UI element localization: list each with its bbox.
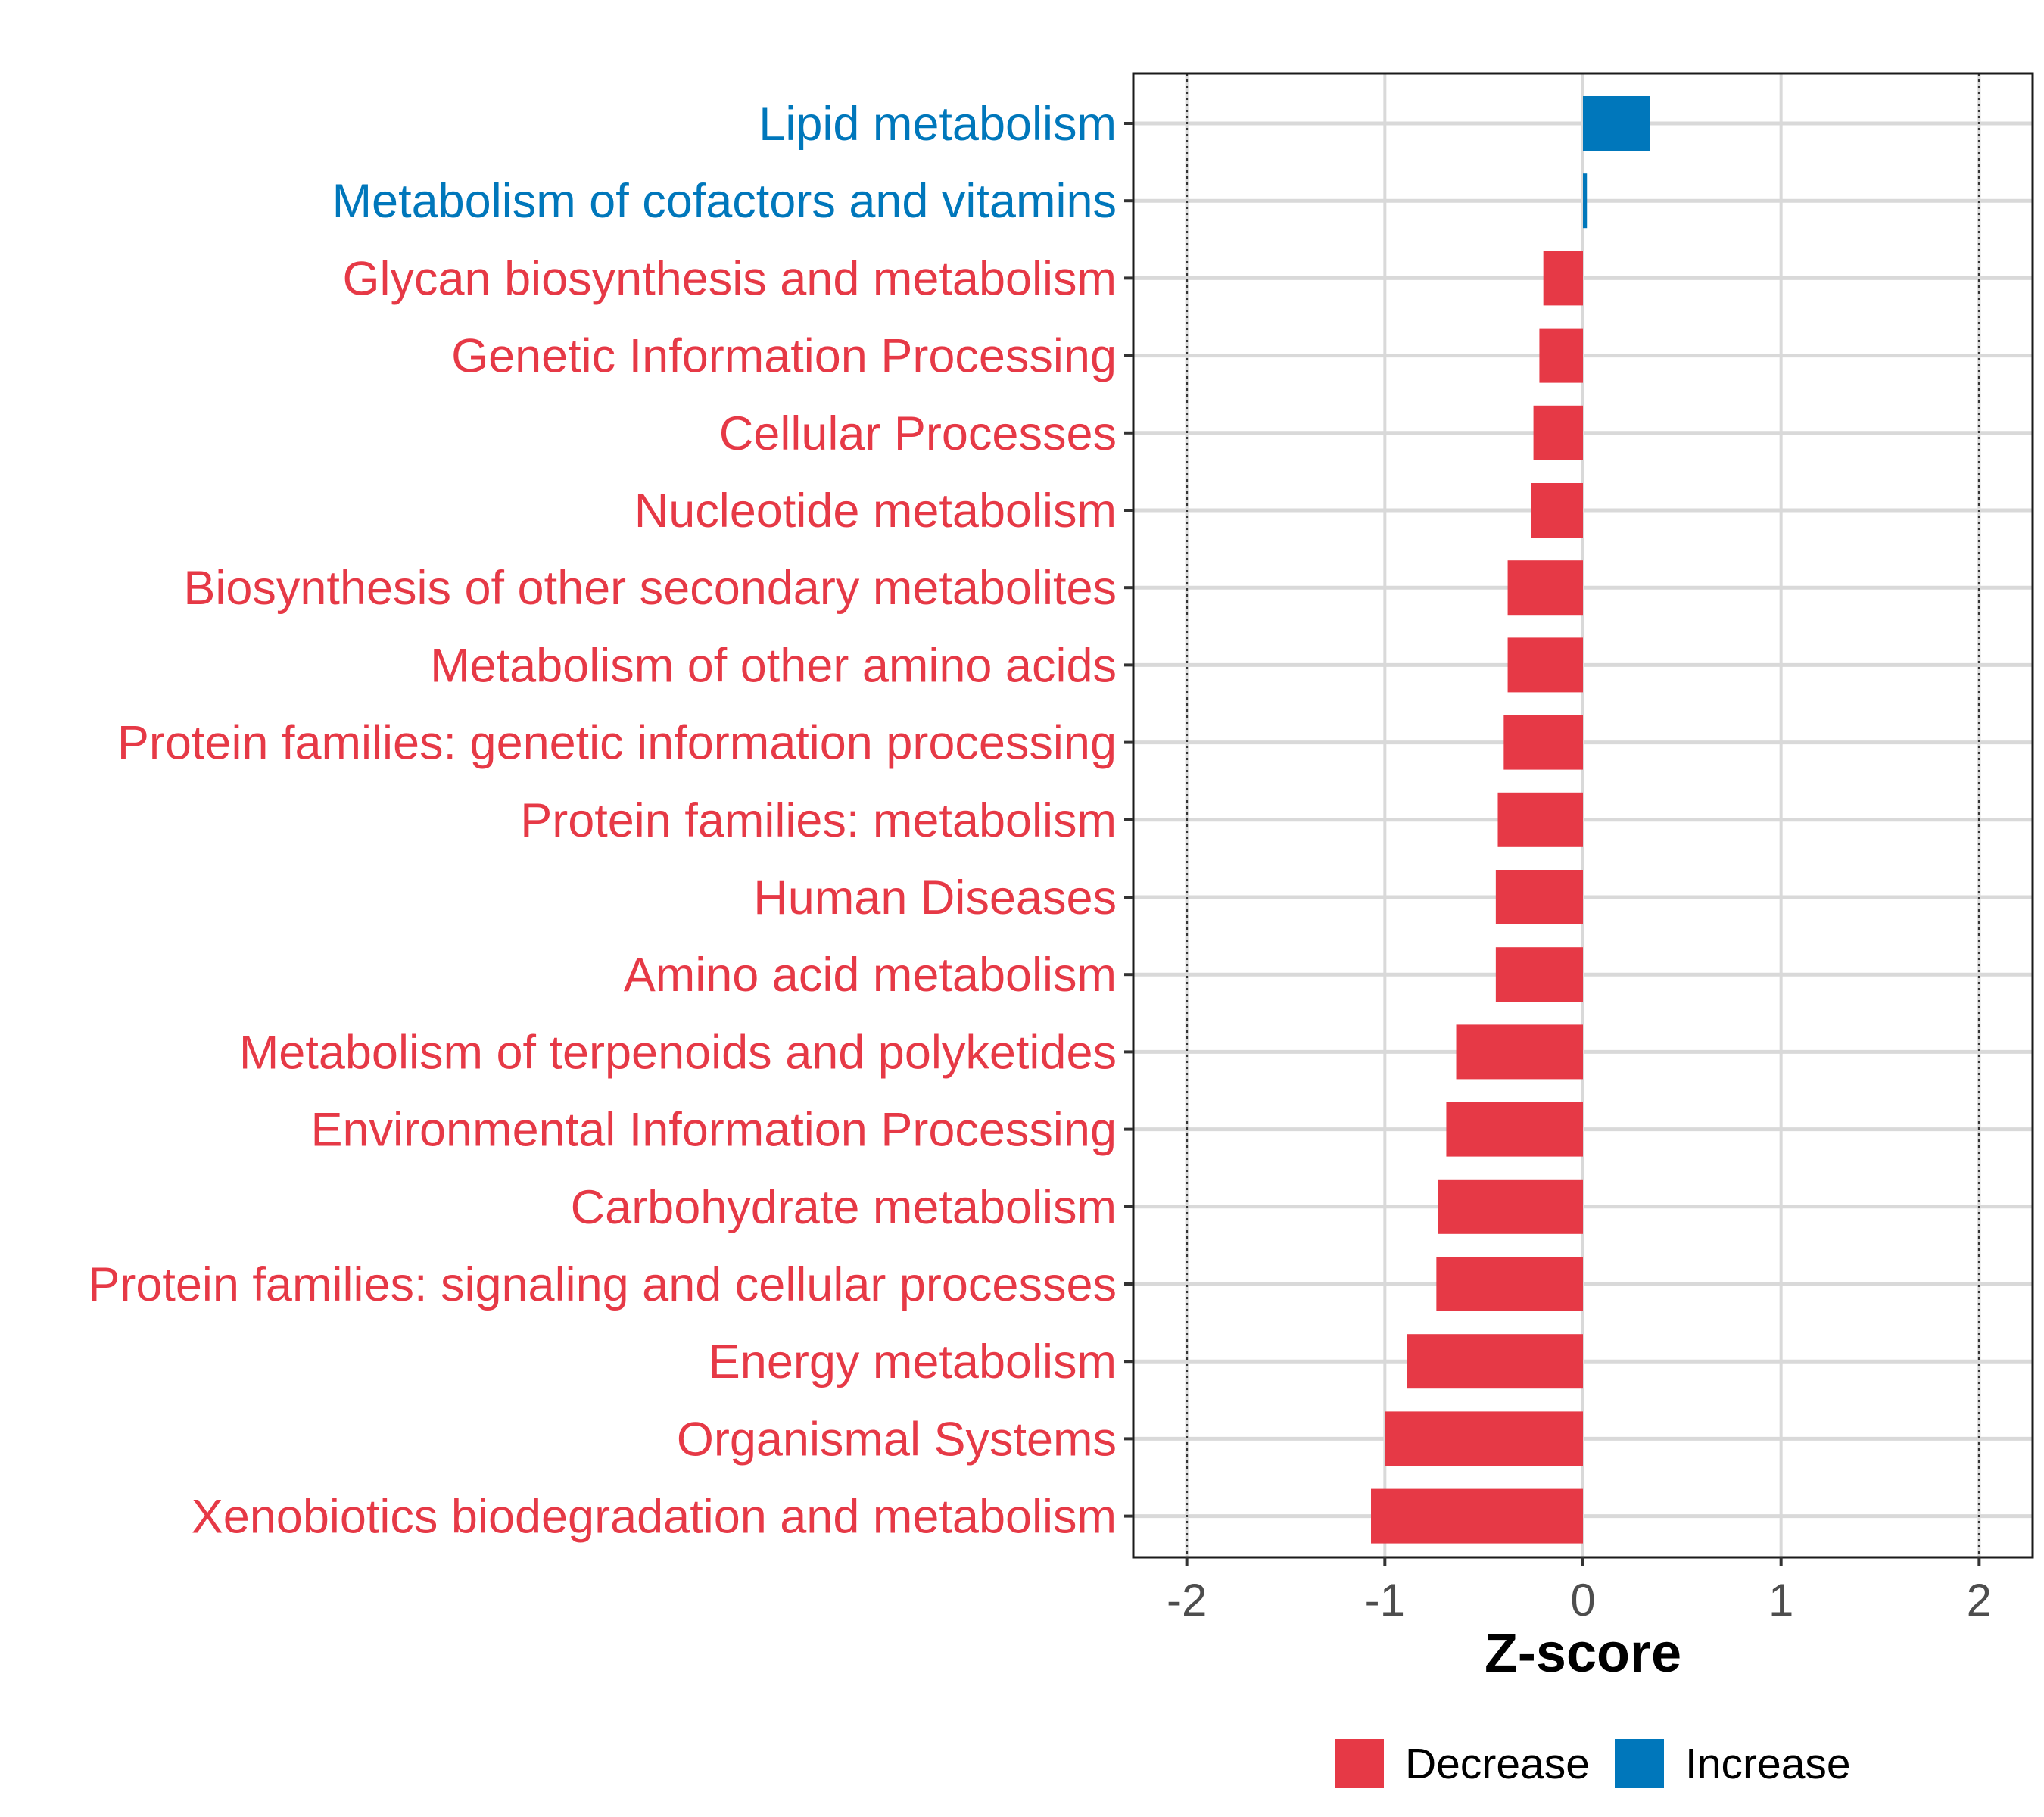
bar — [1438, 1179, 1583, 1234]
category-label: Protein families: genetic information pr… — [117, 717, 1117, 770]
legend-swatch-increase — [1615, 1739, 1664, 1788]
y-axis-ticks — [1124, 122, 1133, 1518]
category-label: Lipid metabolism — [759, 98, 1117, 151]
category-label: Genetic Information Processing — [451, 330, 1117, 383]
x-tick-label: -1 — [1365, 1575, 1405, 1625]
category-label: Metabolism of terpenoids and polyketides — [239, 1026, 1117, 1079]
bar — [1503, 715, 1583, 770]
category-label: Cellular Processes — [719, 407, 1117, 460]
x-tick-label: 1 — [1768, 1575, 1793, 1625]
bars — [1371, 96, 1650, 1544]
bar — [1539, 328, 1583, 383]
bar — [1497, 792, 1583, 847]
bar — [1583, 173, 1588, 229]
legend: Decrease Increase — [1335, 1739, 1851, 1788]
bar — [1385, 1411, 1583, 1466]
bar — [1583, 96, 1650, 151]
category-label: Organismal Systems — [677, 1413, 1117, 1466]
category-label: Environmental Information Processing — [310, 1104, 1117, 1157]
bar — [1495, 870, 1583, 924]
x-tick-label: 2 — [1967, 1575, 1992, 1625]
x-tick-label: 0 — [1570, 1575, 1595, 1625]
legend-label-decrease: Decrease — [1405, 1740, 1590, 1788]
legend-label-increase: Increase — [1685, 1740, 1851, 1788]
category-label: Carbohydrate metabolism — [571, 1181, 1117, 1234]
bar — [1407, 1334, 1583, 1389]
category-label: Biosynthesis of other secondary metaboli… — [183, 562, 1117, 615]
category-label: Nucleotide metabolism — [634, 485, 1117, 538]
category-label: Energy metabolism — [709, 1335, 1117, 1388]
bar — [1446, 1102, 1583, 1157]
category-label: Protein families: signaling and cellular… — [88, 1258, 1117, 1311]
category-label: Metabolism of other amino acids — [430, 639, 1117, 692]
legend-swatch-decrease — [1335, 1739, 1384, 1788]
x-axis-title: Z-score — [1485, 1623, 1681, 1684]
bar — [1456, 1024, 1583, 1080]
category-labels: Lipid metabolism Metabolism of cofactors … — [88, 98, 1117, 1544]
x-tick-label: -2 — [1167, 1575, 1207, 1625]
category-label: Xenobiotics biodegradation and metabolis… — [192, 1491, 1117, 1544]
category-label: Metabolism of cofactors and vitamins — [332, 175, 1117, 228]
bar — [1371, 1488, 1583, 1544]
bar — [1495, 947, 1583, 1002]
category-label: Glycan biosynthesis and metabolism — [343, 252, 1117, 305]
bar — [1507, 637, 1583, 693]
bar — [1507, 560, 1583, 616]
x-axis-tick-labels: -2 -1 0 1 2 — [1167, 1575, 1992, 1625]
reference-lines — [1186, 73, 1980, 1557]
category-label: Amino acid metabolism — [624, 949, 1117, 1002]
category-label: Protein families: metabolism — [520, 794, 1117, 847]
category-label: Human Diseases — [753, 871, 1117, 924]
bar — [1533, 405, 1583, 460]
bar — [1436, 1257, 1583, 1311]
bar — [1543, 251, 1583, 306]
x-axis-ticks — [1185, 1557, 1981, 1566]
bar — [1531, 483, 1583, 538]
